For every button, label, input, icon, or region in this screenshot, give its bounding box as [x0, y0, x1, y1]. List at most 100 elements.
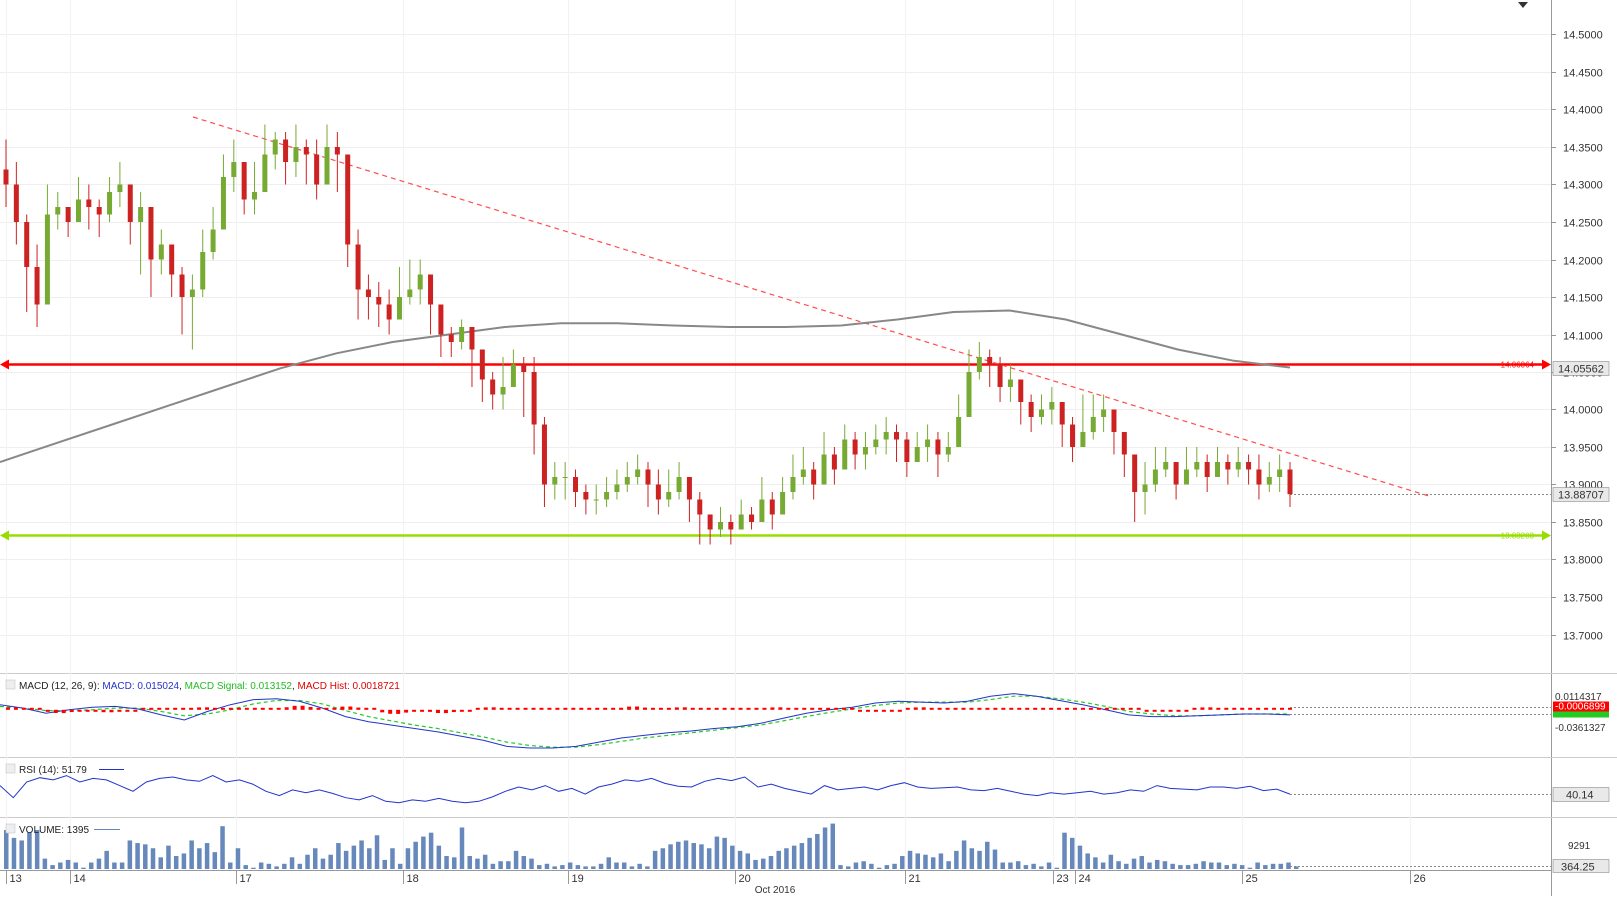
- macd-hist-bar: [475, 707, 480, 710]
- resistance-level-label: 14.06064: [1501, 361, 1535, 370]
- volume-bar: [938, 853, 944, 869]
- volume-bar: [359, 840, 364, 869]
- macd-hist-bar: [372, 707, 377, 710]
- candle-up: [635, 469, 641, 477]
- candle-up: [666, 492, 672, 500]
- volume-bar: [34, 830, 40, 869]
- volume-bar: [1286, 862, 1291, 869]
- macd-hist-bar: [125, 709, 130, 712]
- macd-hist-bar: [1176, 709, 1181, 712]
- macd-hist-bar: [913, 707, 918, 710]
- macd-hist-bar: [141, 707, 146, 710]
- volume-bar: [815, 833, 820, 869]
- macd-hist-bar: [1112, 707, 1117, 710]
- candle-up: [925, 439, 931, 447]
- volume-bar: [567, 862, 573, 869]
- macd-hist-bar: [547, 707, 552, 710]
- macd-hist-bar: [45, 709, 50, 712]
- volume-bar: [761, 858, 766, 869]
- macd-hist-bar: [746, 707, 751, 710]
- candle-down: [24, 222, 30, 267]
- candle-up: [1080, 432, 1086, 447]
- candle-down: [541, 424, 547, 485]
- macd-hist-bar: [388, 709, 393, 714]
- candle-down: [987, 357, 993, 365]
- rsi-settings-icon[interactable]: [5, 763, 16, 774]
- macd-settings-icon[interactable]: [5, 679, 16, 690]
- volume-bar: [312, 848, 318, 869]
- volume-bar: [822, 827, 828, 869]
- candle-up: [1194, 462, 1200, 470]
- volume-bar: [11, 837, 17, 869]
- chart-menu-chevron-down-icon[interactable]: [1516, 0, 1530, 12]
- macd-hist-bar: [658, 707, 663, 710]
- volume-bar: [150, 848, 156, 869]
- volume-bar: [112, 862, 117, 869]
- candle-up: [1277, 469, 1283, 477]
- macd-hist-bar: [1248, 707, 1253, 710]
- volume-bar: [737, 850, 743, 869]
- macd-hist-bar: [985, 707, 990, 710]
- volume-bar: [289, 857, 295, 869]
- candle-down: [314, 154, 320, 185]
- macd-hist-bar: [300, 705, 305, 710]
- volume-bar: [1294, 866, 1299, 869]
- volume-bar: [459, 827, 465, 869]
- time-tick-label: 24: [1079, 873, 1091, 885]
- candle-down: [811, 469, 817, 485]
- volume-bar: [382, 859, 388, 869]
- volume-bar: [861, 861, 866, 869]
- volume-bar: [930, 857, 936, 869]
- macd-hist-bar: [1288, 707, 1292, 710]
- candle-up: [945, 447, 951, 455]
- candle-up: [459, 327, 465, 342]
- macd-current-badge-text: -0.0006899: [1555, 702, 1606, 713]
- price-tick-label: 14.3000: [1563, 180, 1603, 192]
- macd-hist-bar: [1272, 707, 1277, 710]
- time-tick-label: 18: [407, 873, 419, 885]
- price-tick-label: 13.8000: [1563, 555, 1603, 567]
- volume-bar: [1046, 862, 1052, 869]
- macd-hist-bar: [587, 707, 592, 710]
- volume-bar: [1031, 863, 1036, 869]
- candle-down: [935, 439, 941, 455]
- candle-down: [3, 169, 9, 185]
- candle-down: [1018, 379, 1024, 402]
- macd-hist-bar: [905, 707, 910, 710]
- volume-bar: [251, 867, 256, 869]
- macd-hist-bar: [181, 707, 186, 710]
- macd-hist-bar: [563, 707, 568, 710]
- candle-down: [86, 199, 92, 207]
- macd-hist-bar: [1009, 707, 1014, 710]
- volume-bar: [598, 863, 604, 869]
- macd-hist-bar: [507, 707, 512, 710]
- candle-up: [407, 289, 413, 297]
- time-tick-label: 21: [909, 873, 921, 885]
- volume-bar: [81, 867, 86, 869]
- volume-settings-icon[interactable]: [5, 823, 16, 834]
- macd-hist-bar: [228, 707, 233, 710]
- candle-up: [780, 492, 786, 515]
- candle-up: [272, 139, 278, 155]
- volume-bar: [753, 859, 758, 869]
- candle-down: [831, 454, 837, 470]
- volume-bar: [1039, 866, 1044, 869]
- volume-bar: [1201, 861, 1206, 869]
- macd-hist-bar: [969, 707, 974, 710]
- price-tick-label: 13.7000: [1563, 631, 1603, 643]
- volume-bar: [853, 862, 859, 869]
- volume-bar: [1224, 865, 1229, 869]
- volume-bar: [954, 850, 959, 869]
- macd-hist-bar: [1033, 707, 1038, 710]
- candle-up: [738, 514, 744, 530]
- macd-hist-bar: [650, 707, 655, 710]
- volume-bar: [985, 841, 990, 869]
- candle-up: [966, 372, 972, 417]
- volume-bar: [900, 856, 905, 869]
- candle-up: [552, 477, 558, 485]
- volume-bar: [351, 845, 357, 869]
- volume-bar: [1178, 865, 1183, 869]
- macd-hist-bar: [810, 707, 815, 710]
